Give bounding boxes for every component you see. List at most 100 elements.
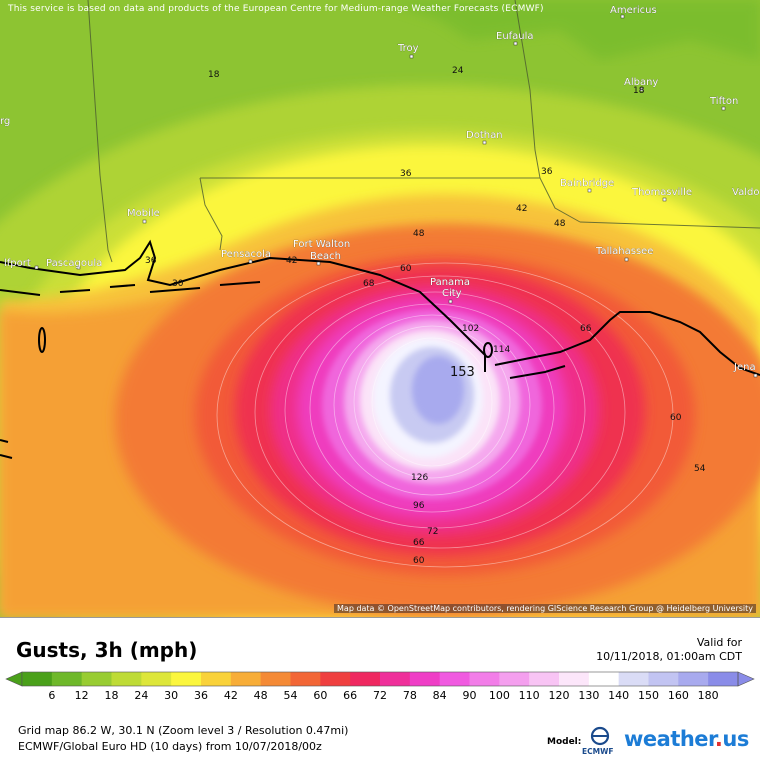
city-label-jena: Jena [733,362,756,373]
scale-swatch [708,672,739,686]
city-label-bainbridge: Bainbridge [560,178,614,189]
scale-tick-label: 24 [134,689,148,702]
scale-swatch [260,672,291,686]
brand-tld: us [722,727,749,751]
contour-label-peak: 153 [450,365,475,380]
contour-value-labels: 18 24 18 36 36 42 48 48 42 36 30 60 68 6… [145,66,706,566]
contour-label: 30 [172,279,184,289]
city-label-valdo: Valdo [732,187,759,198]
scale-tick-label: 150 [638,689,659,702]
scale-tick-label: 6 [48,689,55,702]
ecmwf-logo-icon [590,726,610,746]
scale-tick-label: 72 [373,689,387,702]
scale-tick-label: 84 [433,689,447,702]
contour-label: 72 [427,527,438,537]
scale-border [21,671,739,687]
scale-swatch [648,672,679,686]
city-label-pascagoula: Pascagoula [46,258,102,269]
scale-swatch [320,672,351,686]
city-label-beach: Beach [310,251,341,262]
contour-label: 36 [145,256,157,266]
scale-tick-label: 66 [343,689,357,702]
city-label-mobile: Mobile [127,208,160,219]
ecmwf-logo-text: ECMWF [582,747,614,756]
scale-swatch [529,672,560,686]
contour-label: 114 [493,345,510,355]
city-markers [34,14,758,378]
scale-tick-label: 160 [668,689,689,702]
city-label-pensacola: Pensacola [221,249,271,260]
scale-swatch [409,672,441,686]
scale-tick-label: 110 [519,689,540,702]
scale-tick-label: 130 [578,689,599,702]
scale-swatch [51,672,83,686]
contour-label: 102 [462,324,479,334]
city-label-dothan: Dothan [466,130,503,141]
scale-tick-label: 30 [164,689,178,702]
contour-label: 24 [452,66,464,76]
scale-tick-label: 36 [194,689,208,702]
city-label-thomasville: Thomasville [631,187,692,198]
scale-swatch [22,672,53,686]
contour-label: 42 [516,204,527,214]
scale-tick-label: 120 [549,689,570,702]
scale-swatch [380,672,411,686]
state-borders [87,0,760,263]
legend-panel: Gusts, 3h (mph) Valid for 10/11/2018, 01… [0,617,760,761]
scale-tick-label: 60 [313,689,327,702]
scale-tick-label: 18 [105,689,119,702]
scale-arrow-right [737,671,755,687]
city-label-troy: Troy [397,43,419,54]
scale-swatch [230,672,262,686]
model-label: Model: [547,737,582,747]
city-label-panama: Panama [430,277,470,288]
contour-label: 48 [413,229,425,239]
city-label-partial-left: rg [0,116,10,127]
map-attribution[interactable]: Map data © OpenStreetMap contributors, r… [334,604,756,613]
contour-label: 18 [208,70,220,80]
scale-swatch [141,672,172,686]
city-label-fort-walton: Fort Walton [293,239,350,250]
scale-swatch [618,672,649,686]
scale-tick-label: 90 [463,689,477,702]
contour-label: 68 [363,279,375,289]
scale-swatch [350,672,381,686]
city-label-americus: Americus [610,5,657,16]
scale-tick-label: 12 [75,689,89,702]
scale-tick-label: 42 [224,689,238,702]
map-title: Gusts, 3h (mph) [16,638,198,662]
city-label-albany: Albany [624,77,658,88]
scale-swatch [171,672,202,686]
model-run-info: ECMWF/Global Euro HD (10 days) from 10/0… [18,740,322,753]
contour-lines [216,262,674,568]
city-label-tallahassee: Tallahassee [595,246,653,257]
contour-label: 36 [541,167,553,177]
city-label-gulfport: lfport [4,258,31,269]
coastline [0,239,760,459]
scale-swatch [559,672,590,686]
contour-label: 48 [554,219,566,229]
grid-info: Grid map 86.2 W, 30.1 N (Zoom level 3 / … [18,724,349,737]
weather-us-logo[interactable]: weather.us [624,727,749,751]
contour-label: 36 [400,169,412,179]
contour-label: 96 [413,501,425,511]
contour-label: 66 [580,324,592,334]
map-canvas: Americus Troy Eufaula Albany Tifton Doth… [0,0,760,617]
weather-map[interactable]: Americus Troy Eufaula Albany Tifton Doth… [0,0,760,617]
field-layer-160 [412,356,464,424]
scale-swatch [201,672,232,686]
scale-swatch [111,672,142,686]
contour-label: 42 [286,256,297,266]
ecmwf-disclaimer: This service is based on data and produc… [8,4,544,14]
contour-label: 126 [411,473,428,483]
city-label-eufaula: Eufaula [496,31,534,42]
city-label-city: City [442,288,462,299]
scale-tick-label: 180 [698,689,719,702]
contour-label: 60 [670,413,682,423]
scale-swatch [290,672,321,686]
scale-tick-label: 100 [489,689,510,702]
contour-label: 60 [400,264,412,274]
scale-arrow-left [5,671,23,687]
scale-swatch [439,672,470,686]
scale-swatch [499,672,530,686]
